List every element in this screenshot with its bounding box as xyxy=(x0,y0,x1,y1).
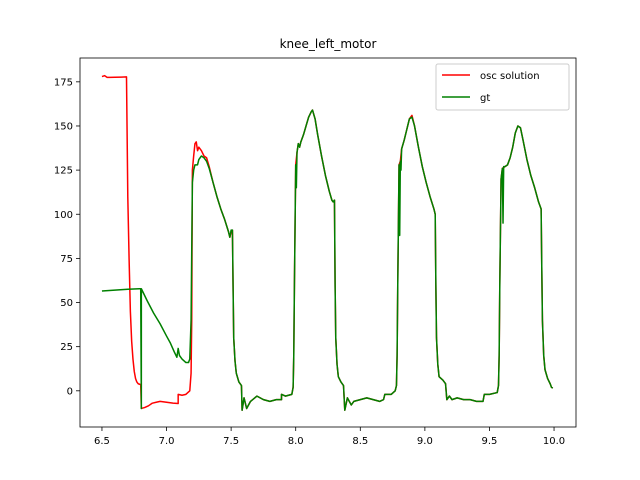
chart-title: knee_left_motor xyxy=(280,37,377,51)
y-tick-label: 75 xyxy=(60,254,73,265)
x-axis: 6.5 7.0 7.5 8.0 8.5 9.0 9.5 10.0 xyxy=(94,427,565,447)
y-tick-label: 25 xyxy=(60,342,73,353)
y-tick-label: 0 xyxy=(67,386,73,397)
x-tick-label: 8.5 xyxy=(352,436,368,447)
y-tick-label: 150 xyxy=(54,121,73,132)
legend-label-gt: gt xyxy=(480,93,490,104)
y-axis: 0 25 50 75 100 125 150 175 xyxy=(54,77,80,397)
y-tick-label: 125 xyxy=(54,166,73,177)
y-tick-label: 50 xyxy=(60,298,73,309)
legend: osc solution gt xyxy=(435,63,570,111)
x-tick-label: 8.0 xyxy=(288,436,304,447)
y-tick-label: 175 xyxy=(54,77,73,88)
legend-label-osc-solution: osc solution xyxy=(480,71,540,82)
x-tick-label: 9.0 xyxy=(417,436,433,447)
y-tick-label: 100 xyxy=(54,210,73,221)
series-line-gt xyxy=(101,109,554,411)
x-tick-label: 7.5 xyxy=(223,436,239,447)
series-layer xyxy=(101,74,554,411)
plot-area xyxy=(79,57,577,428)
x-tick-label: 9.5 xyxy=(482,436,498,447)
plot-frame xyxy=(79,57,577,428)
x-tick-label: 6.5 xyxy=(94,436,110,447)
x-tick-label: 7.0 xyxy=(159,436,175,447)
x-tick-label: 10.0 xyxy=(543,436,565,447)
